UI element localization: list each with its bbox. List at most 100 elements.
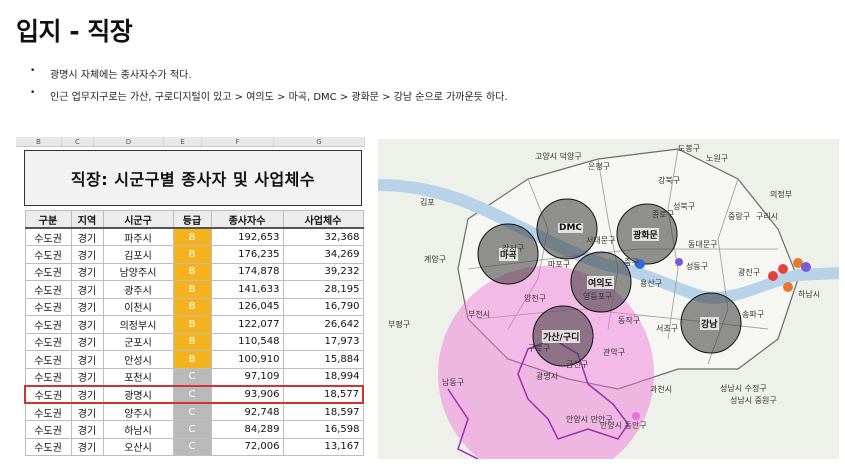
table-row: 수도권 경기 양주시 C 92,748 18,597 xyxy=(24,402,364,421)
cell-city: 하남시 xyxy=(102,420,174,439)
bullet-list: • 광명시 자체에는 종사자수가 적다. • 인근 업무지구로는 가산, 구로디지털… xyxy=(30,66,508,110)
map-label: 의정부 xyxy=(770,190,793,199)
cell-area: 경기 xyxy=(70,280,104,299)
table-row: 수도권 경기 의정부시 B 122,077 26,642 xyxy=(24,315,364,334)
map-label: 성동구 xyxy=(686,262,709,271)
cell-businesses: 13,167 xyxy=(282,437,364,456)
column-header-strip: B C D E F G xyxy=(16,137,365,147)
cell-grade: C xyxy=(172,367,212,386)
cell-city: 군포시 xyxy=(102,332,174,351)
cell-region: 수도권 xyxy=(24,420,72,439)
table-row: 수도권 경기 이천시 B 126,045 16,790 xyxy=(24,297,364,316)
map-label: 성남시 수정구 xyxy=(720,384,767,393)
cell-city: 광명시 xyxy=(102,384,174,404)
circle-label-gasan: 가산/구디 xyxy=(542,330,581,343)
table-row: 수도권 경기 군포시 B 110,548 17,973 xyxy=(24,332,364,351)
map-label: 성남시 중원구 xyxy=(730,396,777,405)
cell-workers: 192,653 xyxy=(210,227,284,246)
map-label: 성북구 xyxy=(673,202,696,211)
page-title: 입지 - 직장 xyxy=(16,17,133,46)
cell-businesses: 18,994 xyxy=(282,367,364,386)
map-label: 중구 xyxy=(624,258,639,267)
cell-region: 수도권 xyxy=(24,437,72,456)
column-letter: E xyxy=(164,137,202,146)
map-label: 구로구 xyxy=(528,344,551,353)
cell-businesses: 32,368 xyxy=(282,227,364,246)
workers-table: 구분 지역 시군구 등급 종사자수 사업체수 수도권 경기 파주시 B 192,653 3… xyxy=(24,210,364,456)
cell-region: 수도권 xyxy=(24,384,72,404)
cell-region: 수도권 xyxy=(24,245,72,264)
cell-region: 수도권 xyxy=(24,262,72,281)
map-label: 동대문구 xyxy=(688,240,718,249)
cell-grade: B xyxy=(172,280,212,299)
map-label: 하남시 xyxy=(798,290,821,299)
sheet-title: 직장: 시군구별 종사자 및 사업체수 xyxy=(24,150,362,206)
map-label: 송파구 xyxy=(742,310,765,319)
cell-workers: 176,235 xyxy=(210,245,284,264)
cell-area: 경기 xyxy=(70,262,104,281)
cell-area: 경기 xyxy=(70,437,104,456)
cell-workers: 110,548 xyxy=(210,332,284,351)
table-row: 수도권 경기 파주시 B 192,653 32,368 xyxy=(24,227,364,246)
bullet-text: 인근 업무지구로는 가산, 구로디지털이 있고 > 여의도 > 마곡, DMC … xyxy=(50,92,508,103)
map-label: 중랑구 xyxy=(728,212,751,221)
cell-grade: B xyxy=(172,332,212,351)
cell-area: 경기 xyxy=(70,297,104,316)
table-row: 수도권 경기 안성시 B 100,910 15,884 xyxy=(24,350,364,369)
map-label: 도봉구 xyxy=(678,144,701,153)
cell-grade: C xyxy=(172,437,212,456)
cell-grade: B xyxy=(172,315,212,334)
bullet-text: 광명시 자체에는 종사자수가 적다. xyxy=(50,70,192,81)
map-label: 안양시 동안구 xyxy=(600,421,647,430)
cell-workers: 92,748 xyxy=(210,402,284,421)
cell-grade: B xyxy=(172,297,212,316)
map-label: 김포 xyxy=(420,198,435,207)
cell-grade: B xyxy=(172,350,212,369)
cell-city: 김포시 xyxy=(102,245,174,264)
cell-area: 경기 xyxy=(70,367,104,386)
header-workers: 종사자수 xyxy=(210,210,284,229)
cell-businesses: 15,884 xyxy=(282,350,364,369)
circle-label-gangnam: 강남 xyxy=(700,317,719,330)
map-label: 광명시 xyxy=(536,372,559,381)
bullet-item: • 광명시 자체에는 종사자수가 적다. xyxy=(30,66,508,88)
cell-area: 경기 xyxy=(70,350,104,369)
cell-workers: 100,910 xyxy=(210,350,284,369)
spreadsheet-panel: B C D E F G 직장: 시군구별 종사자 및 사업체수 구분 지역 시군… xyxy=(16,137,365,459)
circle-label-dmc: DMC xyxy=(558,223,584,233)
cell-area: 경기 xyxy=(70,402,104,421)
cell-businesses: 16,598 xyxy=(282,420,364,439)
seoul-map: DMC 광화문 마곡 여의도 가산/구디 강남 고양시 덕양구 노원구 강북구 … xyxy=(378,139,839,459)
cell-city: 이천시 xyxy=(102,297,174,316)
circle-label-gwanghwamun: 광화문 xyxy=(632,228,659,241)
cell-area: 경기 xyxy=(70,245,104,264)
map-label: 구리시 xyxy=(756,212,779,221)
map-label: 고양시 덕양구 xyxy=(535,152,582,161)
cell-city: 의정부시 xyxy=(102,315,174,334)
column-letter: C xyxy=(62,137,94,146)
cell-grade: B xyxy=(172,245,212,264)
cell-city: 광주시 xyxy=(102,280,174,299)
header-region: 구분 xyxy=(24,210,72,229)
cell-workers: 126,045 xyxy=(210,297,284,316)
bullet-glyph: • xyxy=(30,66,36,76)
cell-area: 경기 xyxy=(70,227,104,246)
cell-region: 수도권 xyxy=(24,280,72,299)
bullet-item: • 인근 업무지구로는 가산, 구로디지털이 있고 > 여의도 > 마곡, DMC… xyxy=(30,88,508,110)
cell-businesses: 26,642 xyxy=(282,315,364,334)
cell-region: 수도권 xyxy=(24,227,72,246)
cell-workers: 122,077 xyxy=(210,315,284,334)
map-label: 영등포구 xyxy=(583,292,613,301)
header-area: 지역 xyxy=(70,210,104,229)
map-label: 은평구 xyxy=(588,162,611,171)
cell-workers: 141,633 xyxy=(210,280,284,299)
cell-workers: 84,289 xyxy=(210,420,284,439)
header-businesses: 사업체수 xyxy=(282,210,364,229)
column-letter: F xyxy=(202,137,274,146)
cell-businesses: 18,577 xyxy=(282,384,364,404)
cell-grade: C xyxy=(172,420,212,439)
cell-city: 파주시 xyxy=(102,227,174,246)
cell-area: 경기 xyxy=(70,384,104,404)
cell-city: 포천시 xyxy=(102,367,174,386)
table-row: 수도권 경기 하남시 C 84,289 16,598 xyxy=(24,420,364,439)
